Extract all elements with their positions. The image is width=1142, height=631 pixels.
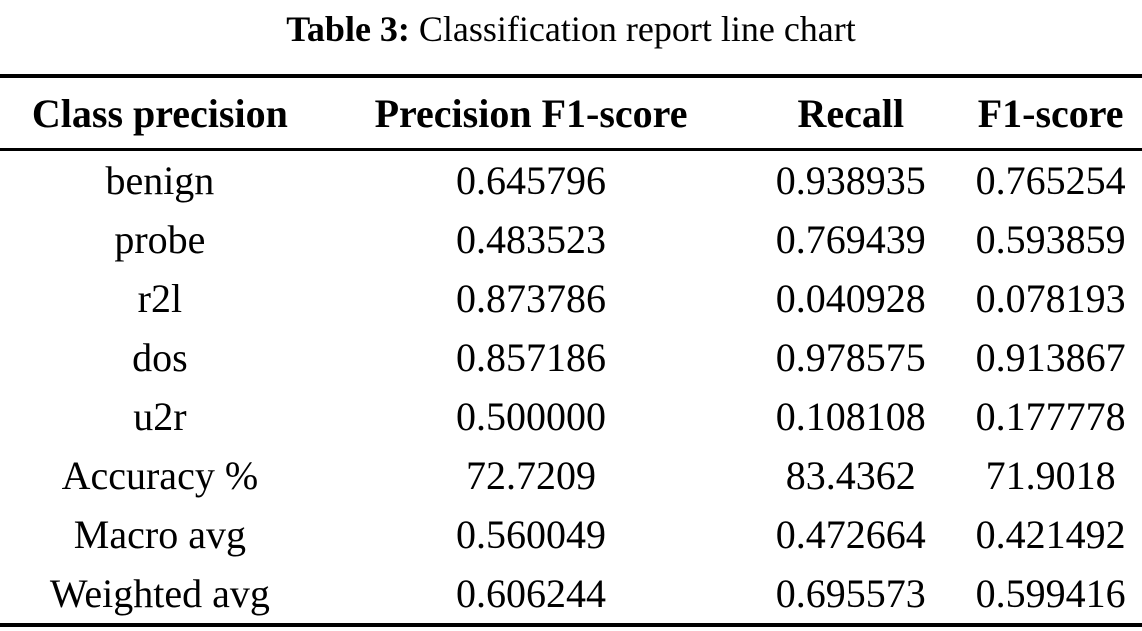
- table-caption-title: Classification report line chart: [418, 9, 856, 49]
- header-f1-score: F1-score: [959, 76, 1142, 151]
- cell-recall: 0.978575: [775, 335, 926, 380]
- table-row: u2r 0.500000 0.108108 0.177778: [0, 387, 1142, 446]
- cell-f1: 0.913867: [975, 335, 1126, 380]
- table-row: probe 0.483523 0.769439 0.593859: [0, 210, 1142, 269]
- header-recall: Recall: [742, 76, 960, 151]
- cell-f1: 71.9018: [985, 453, 1116, 498]
- table-row: r2l 0.873786 0.040928 0.078193: [0, 269, 1142, 328]
- cell-f1: 0.765254: [975, 158, 1126, 203]
- cell-precision: 0.483523: [456, 217, 607, 262]
- cell-precision: 0.606244: [456, 571, 607, 616]
- header-precision-f1-score: Precision F1-score: [319, 76, 743, 151]
- cell-f1: 0.078193: [975, 276, 1126, 321]
- table-row: Macro avg 0.560049 0.472664 0.421492: [0, 505, 1142, 564]
- table-row: dos 0.857186 0.978575 0.913867: [0, 328, 1142, 387]
- row-label: r2l: [137, 276, 183, 321]
- cell-precision: 0.857186: [456, 335, 607, 380]
- cell-recall: 0.938935: [775, 158, 926, 203]
- cell-precision: 72.7209: [466, 453, 597, 498]
- cell-recall: 83.4362: [785, 453, 916, 498]
- table-row: benign 0.645796 0.938935 0.765254: [0, 150, 1142, 211]
- table-row: Accuracy % 72.7209 83.4362 71.9018: [0, 446, 1142, 505]
- cell-precision: 0.645796: [456, 158, 607, 203]
- table-header-row: Class precision Precision F1-score Recal…: [0, 76, 1142, 151]
- cell-recall: 0.108108: [775, 394, 926, 439]
- cell-recall: 0.769439: [775, 217, 926, 262]
- row-label: dos: [132, 335, 188, 380]
- cell-f1: 0.177778: [975, 394, 1126, 439]
- row-label: benign: [105, 158, 215, 203]
- row-label: u2r: [133, 394, 187, 439]
- cell-f1: 0.421492: [975, 512, 1126, 557]
- table-caption: Table 3: Classification report line char…: [0, 0, 1142, 54]
- cell-recall: 0.695573: [775, 571, 926, 616]
- cell-f1: 0.599416: [975, 571, 1126, 616]
- row-label: Weighted avg: [49, 571, 270, 616]
- row-label: Accuracy %: [61, 453, 259, 498]
- cell-precision: 0.560049: [456, 512, 607, 557]
- row-label: probe: [114, 217, 206, 262]
- cell-recall: 0.472664: [775, 512, 926, 557]
- cell-precision: 0.873786: [456, 276, 607, 321]
- cell-recall: 0.040928: [775, 276, 926, 321]
- header-class-precision: Class precision: [0, 76, 320, 151]
- classification-report-table: Class precision Precision F1-score Recal…: [0, 74, 1142, 627]
- cell-f1: 0.593859: [975, 217, 1126, 262]
- row-label: Macro avg: [73, 512, 246, 557]
- table-row: Weighted avg 0.606244 0.695573 0.599416: [0, 564, 1142, 625]
- cell-precision: 0.500000: [456, 394, 607, 439]
- table-caption-number: Table 3:: [286, 9, 410, 49]
